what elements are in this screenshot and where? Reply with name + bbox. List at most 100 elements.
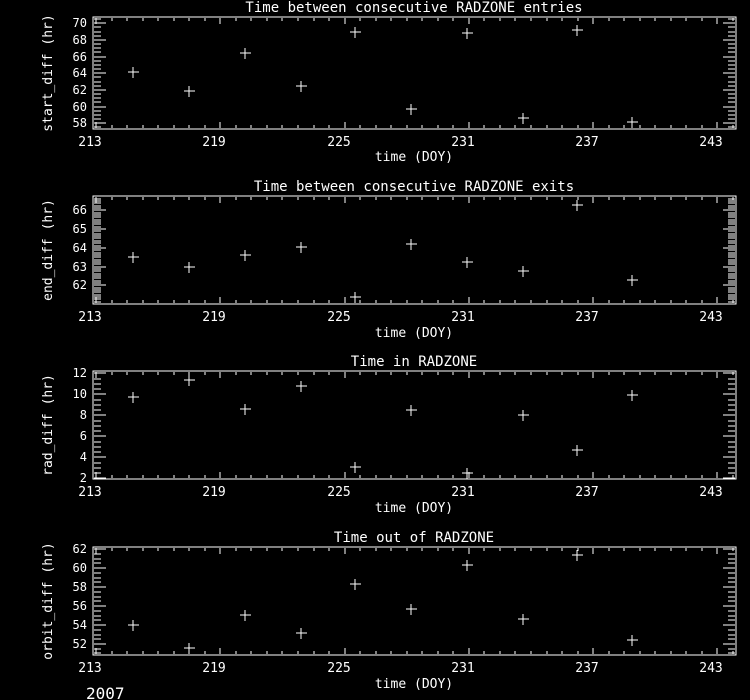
data-point-marker [350, 579, 361, 590]
x-tick-label: 243 [699, 661, 722, 676]
data-point-marker [296, 628, 307, 639]
plot-time-out-of-radzone: Time out of RADZONE orbit_diff (hr) time… [41, 530, 737, 692]
data-point-marker [627, 635, 638, 646]
y-tick-label: 10 [73, 387, 87, 401]
y-tick-label: 64 [73, 66, 87, 80]
y-tick-label: 66 [73, 203, 87, 217]
plot2-y-axis-label: end_diff (hr) [41, 199, 56, 301]
data-point-marker [572, 445, 583, 456]
axis-tick-labels: 213 219 225 231 237 243 2 4 6 8 10 12 [73, 366, 723, 500]
x-tick-label: 237 [575, 661, 598, 676]
axis-tick-labels: 213 219 225 231 237 243 58 60 62 64 66 68 70 [73, 16, 723, 150]
y-tick-label: 66 [73, 50, 87, 64]
plot3-title: Time in RADZONE [351, 354, 477, 370]
data-point-marker [627, 275, 638, 286]
plot4-y-axis-label: orbit_diff (hr) [41, 542, 56, 659]
plot4-title: Time out of RADZONE [334, 530, 494, 546]
y-tick-label: 12 [73, 366, 87, 380]
x-tick-label: 237 [575, 135, 598, 150]
x-tick-label: 225 [327, 661, 350, 676]
data-point-marker [462, 28, 473, 39]
plot-time-in-radzone: Time in RADZONE rad_diff (hr) time (DOY)… [41, 354, 737, 516]
plot1-axes: 213 219 225 231 237 243 58 60 62 64 66 68 70 [73, 16, 737, 150]
y-tick-label: 60 [73, 100, 87, 114]
x-tick-label: 225 [327, 485, 350, 500]
plot1-y-axis-label: start_diff (hr) [41, 14, 56, 131]
y-tick-label: 62 [73, 542, 87, 556]
x-tick-label: 213 [78, 485, 101, 500]
data-point-marker [128, 67, 139, 78]
plot2-title: Time between consecutive RADZONE exits [254, 179, 574, 195]
data-point-marker [572, 25, 583, 36]
x-tick-label: 225 [327, 310, 350, 325]
axis-tick-labels: 213 219 225 231 237 243 52 54 56 58 60 62 [73, 542, 723, 676]
data-point-marker [518, 410, 529, 421]
data-point-marker [240, 48, 251, 59]
axis-ticks [94, 548, 735, 654]
y-tick-label: 58 [73, 116, 87, 130]
data-point-marker [627, 117, 638, 128]
plot4-x-axis-label: time (DOY) [375, 677, 453, 692]
data-point-marker [128, 252, 139, 263]
data-point-marker [350, 462, 361, 473]
y-tick-label: 8 [80, 408, 87, 422]
data-point-marker [518, 614, 529, 625]
x-tick-label: 219 [202, 310, 225, 325]
y-tick-label: 56 [73, 599, 87, 613]
data-points [128, 25, 638, 128]
y-tick-label: 63 [73, 260, 87, 274]
x-tick-label: 219 [202, 135, 225, 150]
data-point-marker [296, 242, 307, 253]
x-tick-label: 231 [451, 135, 474, 150]
y-tick-label: 65 [73, 222, 87, 236]
data-point-marker [240, 610, 251, 621]
data-point-marker [406, 405, 417, 416]
x-tick-label: 219 [202, 485, 225, 500]
data-point-marker [518, 113, 529, 124]
axis-ticks [94, 18, 735, 128]
plot2-x-axis-label: time (DOY) [375, 326, 453, 341]
x-tick-label: 243 [699, 135, 722, 150]
data-point-marker [350, 27, 361, 38]
data-point-marker [184, 86, 195, 97]
y-tick-label: 62 [73, 278, 87, 292]
data-point-marker [462, 257, 473, 268]
x-tick-label: 225 [327, 135, 350, 150]
x-tick-label: 219 [202, 661, 225, 676]
y-tick-label: 70 [73, 16, 87, 30]
plot2-axes: 213 219 225 231 237 243 62 63 64 65 66 [73, 195, 737, 325]
axis-ticks [94, 372, 735, 479]
plot4-axes: 213 219 225 231 237 243 52 54 56 58 60 62 [73, 542, 737, 676]
data-point-marker [350, 292, 361, 303]
y-tick-label: 6 [80, 429, 87, 443]
y-tick-label: 54 [73, 618, 87, 632]
x-tick-label: 231 [451, 661, 474, 676]
x-tick-label: 213 [78, 135, 101, 150]
plot3-x-axis-label: time (DOY) [375, 501, 453, 516]
data-points [128, 375, 638, 479]
data-point-marker [627, 390, 638, 401]
plot3-axes: 213 219 225 231 237 243 2 4 6 8 10 12 [73, 366, 737, 500]
plot-radzone-exit-intervals: Time between consecutive RADZONE exits e… [41, 179, 737, 341]
data-point-marker [184, 643, 195, 654]
data-point-marker [462, 560, 473, 571]
axis-ticks [94, 195, 735, 305]
data-point-marker [572, 550, 583, 561]
y-tick-label: 62 [73, 83, 87, 97]
plot1-x-axis-label: time (DOY) [375, 150, 453, 165]
data-point-marker [518, 266, 529, 277]
y-tick-label: 68 [73, 33, 87, 47]
data-points [128, 200, 638, 303]
data-point-marker [462, 468, 473, 479]
axis-tick-labels: 213 219 225 231 237 243 62 63 64 65 66 [73, 203, 723, 325]
data-point-marker [406, 104, 417, 115]
data-point-marker [128, 392, 139, 403]
y-tick-label: 52 [73, 637, 87, 651]
plot3-y-axis-label: rad_diff (hr) [41, 374, 56, 476]
plot1-title: Time between consecutive RADZONE entries [245, 0, 582, 16]
x-tick-label: 213 [78, 310, 101, 325]
x-tick-label: 243 [699, 310, 722, 325]
y-tick-label: 58 [73, 580, 87, 594]
